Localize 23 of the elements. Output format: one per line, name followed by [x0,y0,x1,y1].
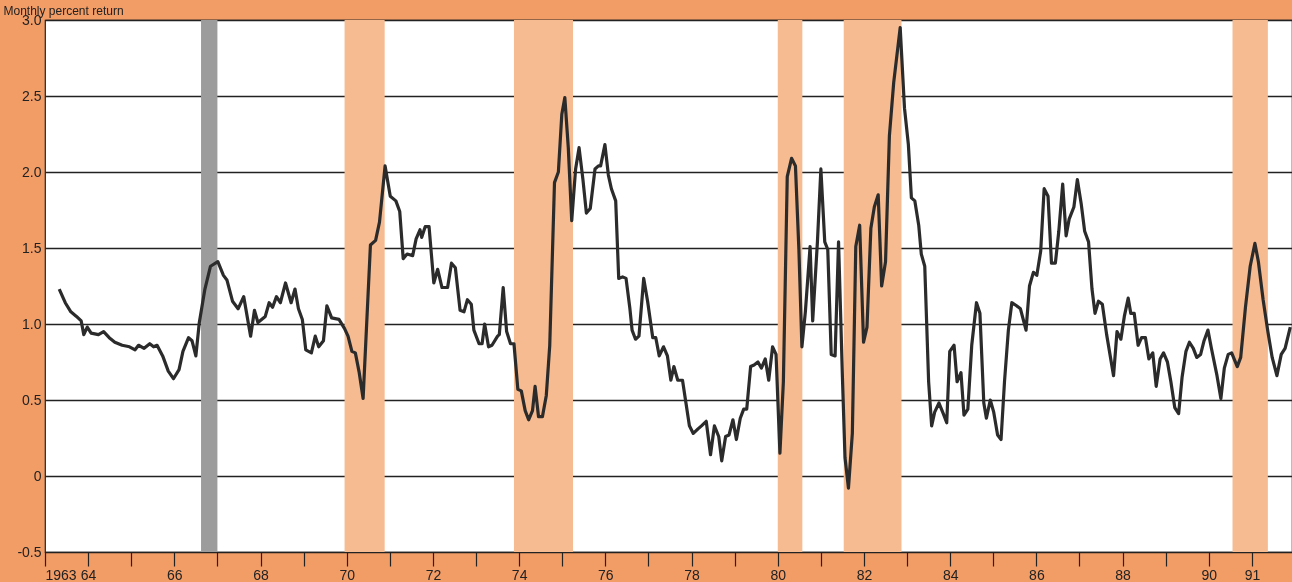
x-tick-label: 88 [1115,566,1132,582]
x-tick-label: 90 [1201,566,1218,582]
x-tick-label: 70 [339,566,356,582]
x-tick-label: 72 [425,566,442,582]
y-tick-label: 1.0 [22,315,42,332]
x-tick-label: 91 [1244,566,1261,582]
x-tick-label: 66 [167,566,183,582]
y-tick-label: 0.5 [22,391,42,408]
y-tick-label: 2.5 [22,87,42,104]
y-tick-label: 1.5 [22,239,42,256]
y-tick-label: 2.0 [22,163,42,180]
x-tick-label: 82 [856,566,873,582]
x-tick-label: 74 [511,566,528,582]
y-tick-label: -0.5 [17,543,42,560]
x-tick-label: 64 [80,566,97,582]
x-tick-label: 80 [770,566,787,582]
y-tick-label: 0 [33,467,42,484]
x-tick-label: 78 [684,566,701,582]
x-tick-label: 76 [598,566,614,582]
x-tick-label: 1963 [45,566,77,582]
x-tick-label: 84 [942,566,959,582]
x-tick-label: 68 [253,566,270,582]
x-tick-label: 86 [1029,566,1045,582]
